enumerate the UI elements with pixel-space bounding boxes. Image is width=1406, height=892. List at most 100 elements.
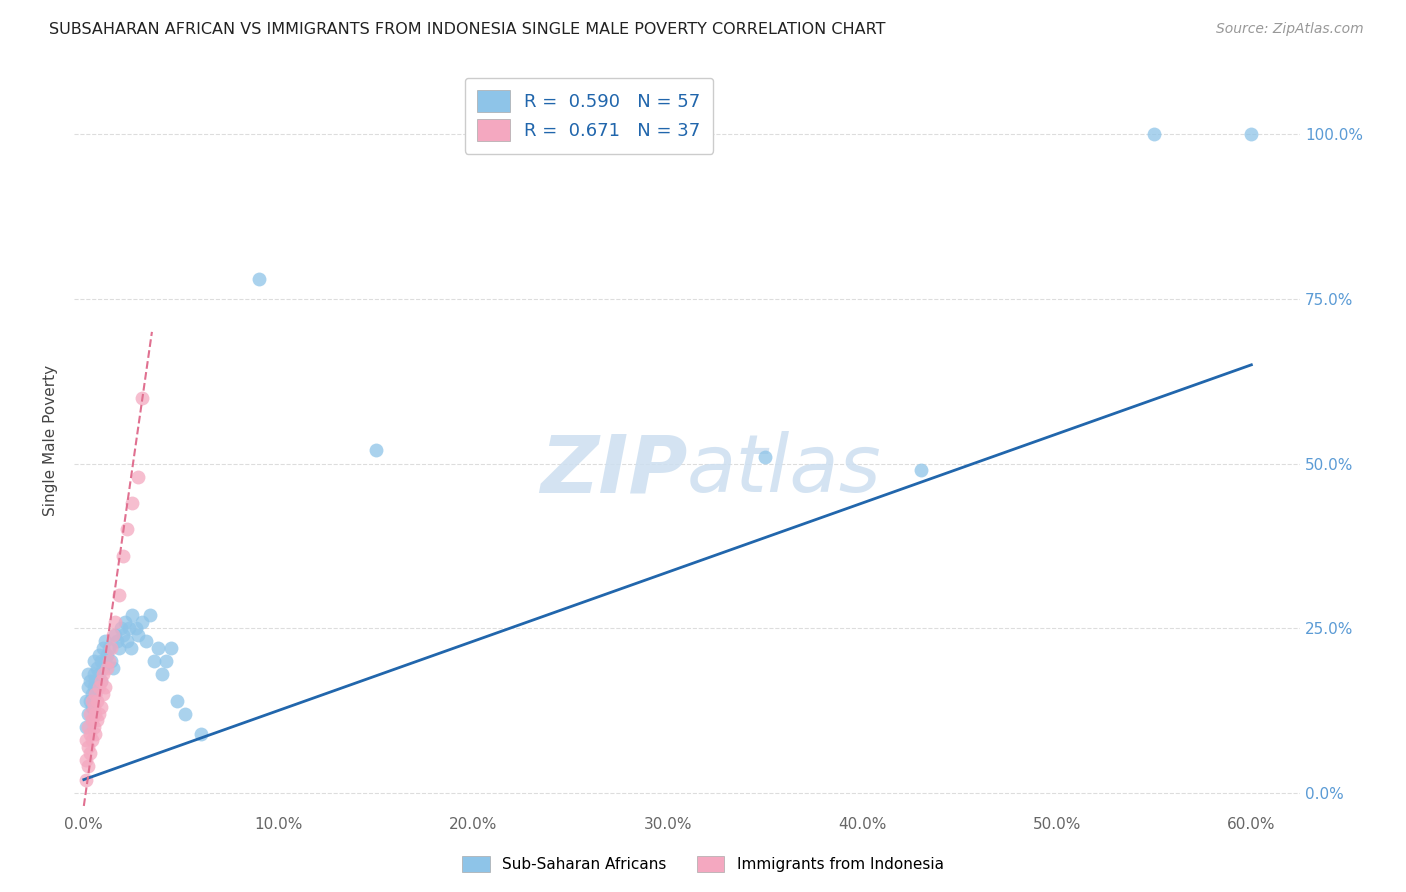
Point (115, 634, 138, 648)
Point (111, 628, 134, 642)
Point (80, 733, 103, 747)
Point (174, 706, 197, 721)
Point (91, 667, 114, 681)
Point (104, 628, 127, 642)
Point (104, 615, 127, 629)
Point (94, 654, 117, 668)
Point (86, 714, 108, 728)
Point (105, 634, 128, 648)
Point (364, 443, 387, 458)
Point (86, 681, 108, 695)
Point (142, 654, 165, 668)
Point (84, 726, 107, 740)
Point (79, 673, 101, 688)
Point (108, 588, 131, 602)
Point (114, 615, 136, 629)
Point (75, 693, 97, 707)
Point (79, 706, 101, 721)
Legend: Sub-Saharan Africans, Immigrants from Indonesia: Sub-Saharan Africans, Immigrants from In… (454, 848, 952, 880)
Point (160, 640, 183, 655)
Point (111, 549, 134, 563)
Point (1143, 128, 1166, 142)
Point (84, 673, 107, 688)
Point (75, 753, 97, 767)
Point (125, 621, 148, 635)
Point (80, 693, 103, 707)
Point (76, 706, 98, 721)
Point (75, 772, 97, 787)
Point (96, 661, 118, 675)
Point (115, 523, 138, 537)
Point (79, 693, 101, 707)
Point (90, 700, 112, 714)
Point (101, 661, 124, 675)
Point (155, 654, 177, 668)
Point (135, 634, 157, 648)
Point (150, 667, 173, 681)
Point (100, 654, 122, 668)
Point (1240, 128, 1263, 142)
Point (80, 714, 103, 728)
Point (127, 469, 149, 483)
Point (91, 640, 114, 655)
Y-axis label: Single Male Poverty: Single Male Poverty (44, 365, 58, 516)
Text: Source: ZipAtlas.com: Source: ZipAtlas.com (1216, 22, 1364, 37)
Point (76, 681, 98, 695)
Point (79, 726, 101, 740)
Point (83, 700, 105, 714)
Point (131, 391, 153, 405)
Point (83, 667, 105, 681)
Point (94, 634, 117, 648)
Point (98, 640, 121, 655)
Point (94, 681, 117, 695)
Point (89, 648, 111, 662)
Point (910, 463, 932, 477)
Point (86, 661, 108, 675)
Point (166, 693, 188, 707)
Point (83, 654, 105, 668)
Point (83, 720, 105, 734)
Text: atlas: atlas (688, 432, 882, 509)
Point (84, 687, 107, 701)
Point (190, 726, 212, 740)
Point (83, 681, 105, 695)
Point (90, 673, 112, 688)
Text: SUBSAHARAN AFRICAN VS IMMIGRANTS FROM INDONESIA SINGLE MALE POVERTY CORRELATION : SUBSAHARAN AFRICAN VS IMMIGRANTS FROM IN… (49, 22, 886, 37)
Point (89, 667, 111, 681)
Point (247, 272, 270, 286)
Point (120, 640, 142, 655)
Point (75, 720, 97, 734)
Point (80, 687, 103, 701)
Point (100, 640, 122, 655)
Point (84, 706, 107, 721)
Point (108, 640, 131, 655)
Point (86, 693, 108, 707)
Point (90, 673, 112, 688)
Point (101, 628, 124, 642)
Point (79, 746, 101, 760)
Point (76, 759, 98, 773)
Point (89, 706, 111, 721)
Point (76, 667, 98, 681)
Point (110, 621, 132, 635)
Point (127, 628, 149, 642)
Point (96, 648, 118, 662)
Point (80, 700, 103, 714)
Point (121, 607, 143, 622)
Point (91, 661, 114, 675)
Point (76, 739, 98, 754)
Point (90, 654, 112, 668)
Point (754, 450, 776, 464)
Point (98, 654, 121, 668)
Legend: R =  0.590   N = 57, R =  0.671   N = 37: R = 0.590 N = 57, R = 0.671 N = 37 (465, 78, 713, 154)
Point (139, 607, 162, 622)
Point (89, 681, 111, 695)
Point (76, 720, 98, 734)
Point (84, 687, 107, 701)
Text: ZIP: ZIP (540, 432, 688, 509)
Point (75, 733, 97, 747)
Point (131, 615, 153, 629)
Point (117, 621, 139, 635)
Point (121, 496, 143, 510)
Point (146, 640, 169, 655)
